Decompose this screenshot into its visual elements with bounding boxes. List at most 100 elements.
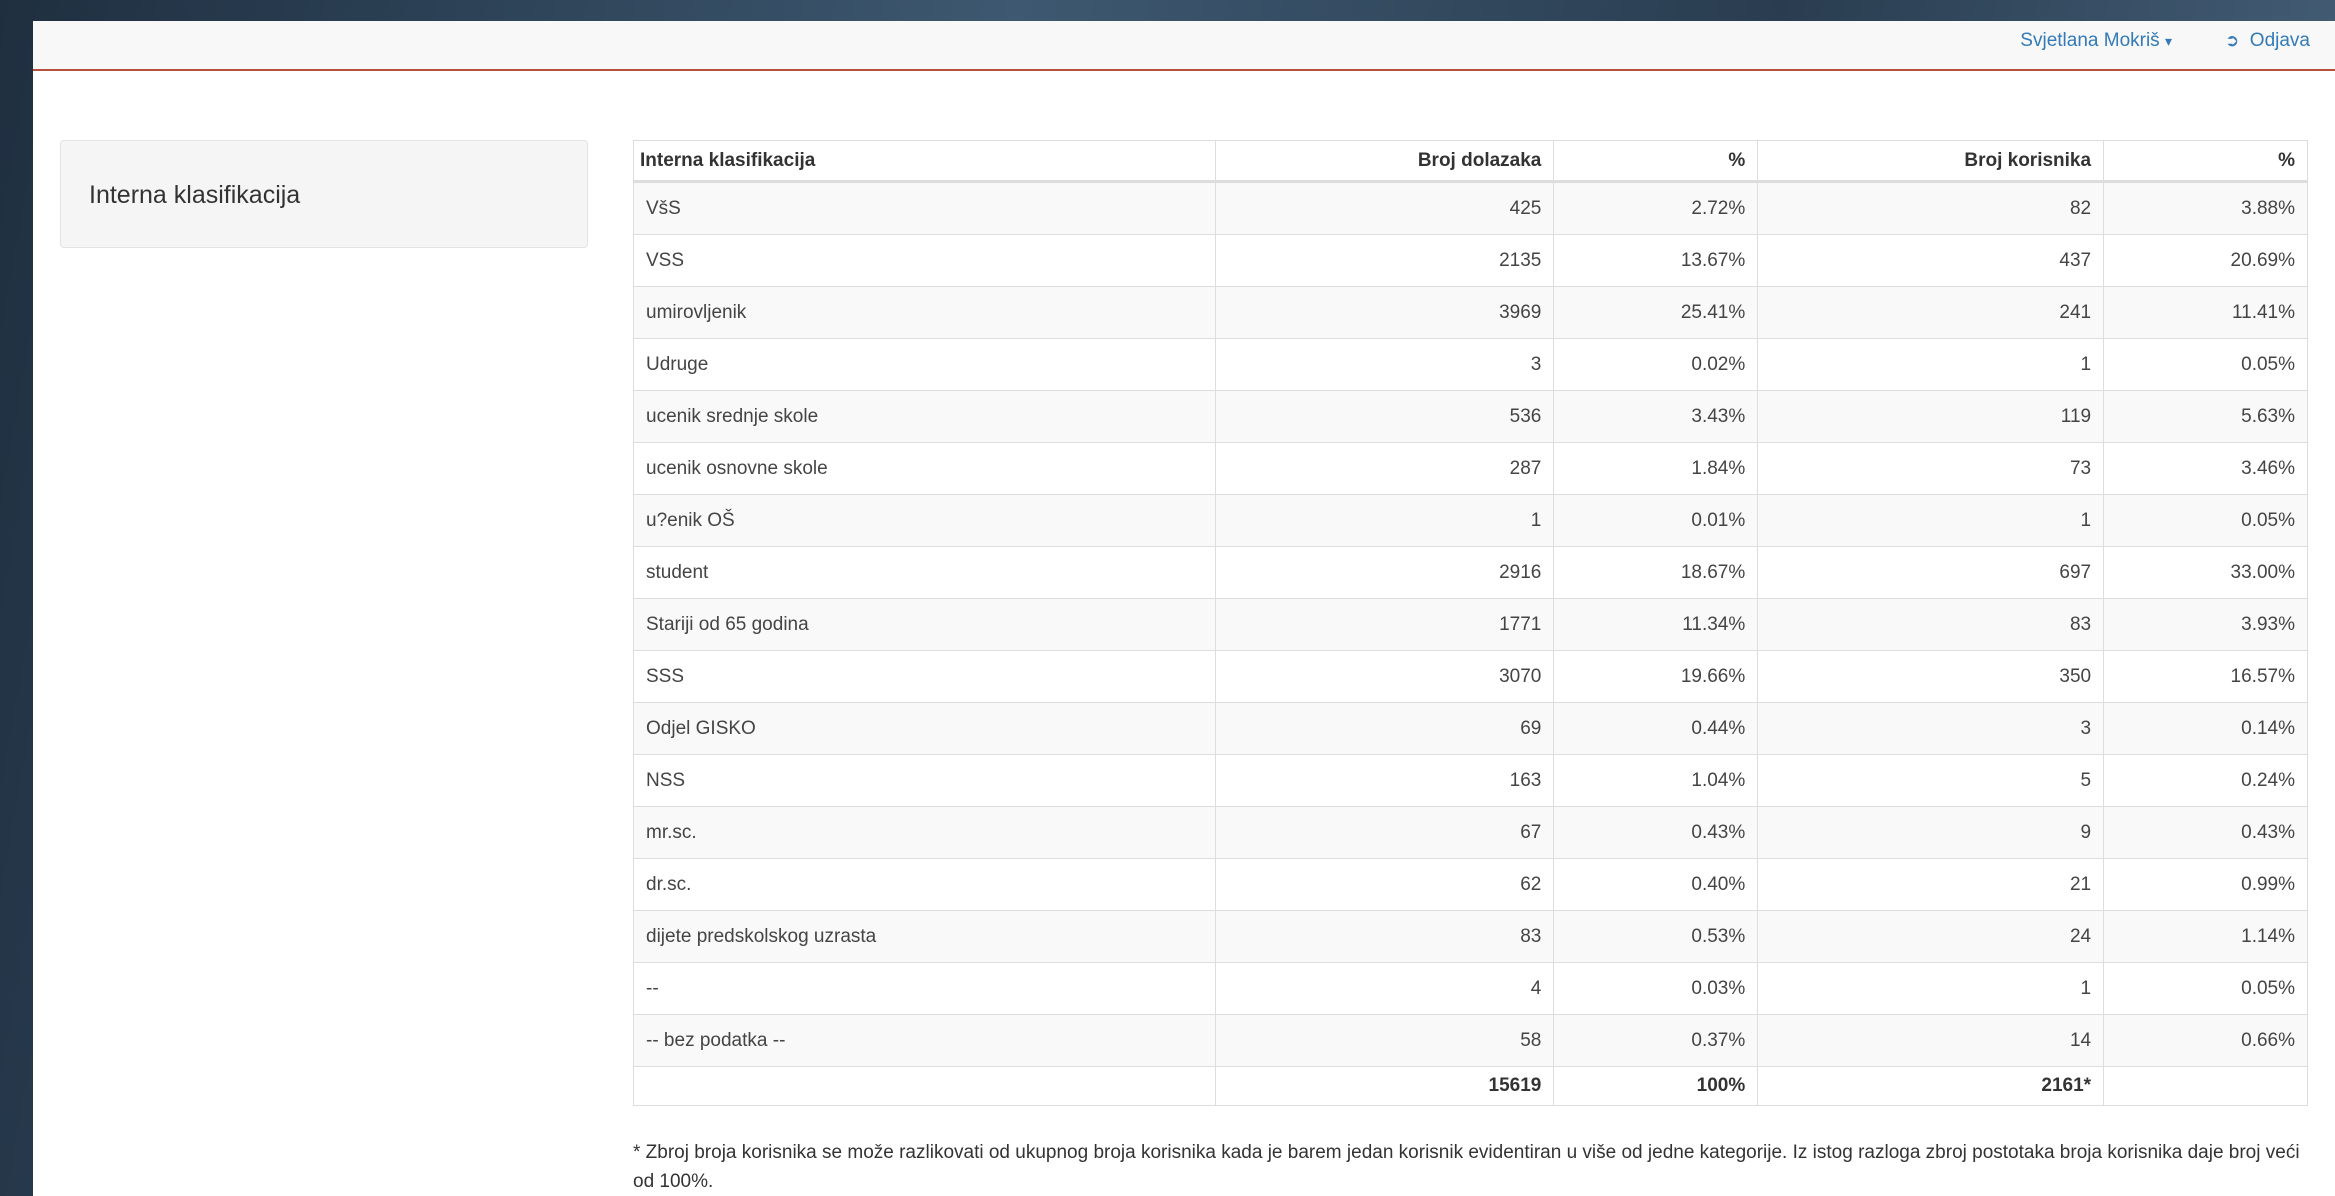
table-cell: 16.57% <box>2103 650 2308 703</box>
table-row: u?enik OŠ 1 0.01% 1 0.05% <box>633 494 2308 547</box>
table-cell: Odjel GISKO <box>633 702 1216 755</box>
table-cell: 11.41% <box>2103 286 2308 339</box>
table-cell: 287 <box>1214 442 1555 495</box>
table-cell: 0.05% <box>2103 494 2308 547</box>
table-cell: 9 <box>1757 806 2105 859</box>
table-cell: 0.66% <box>2103 1014 2308 1067</box>
total-cell: 15619 <box>1214 1066 1555 1106</box>
table-cell: 437 <box>1757 234 2105 287</box>
header-row: Interna klasifikacija Broj dolazaka% Broj … <box>633 140 2308 183</box>
table-row: umirovljenik 3969 25.41% 241 11.41% <box>633 286 2308 339</box>
table-cell: 0.05% <box>2103 338 2308 391</box>
table-cell: 3.88% <box>2103 181 2308 235</box>
table-cell: 4 <box>1214 962 1555 1015</box>
table-cell: 0.37% <box>1553 1014 1759 1067</box>
table-cell: 13.67% <box>1553 234 1759 287</box>
table-cell: 33.00% <box>2103 546 2308 599</box>
table-cell: 119 <box>1757 390 2105 443</box>
table-row: -- 4 0.03% 1 0.05% <box>633 962 2308 1015</box>
table-cell: 3.43% <box>1553 390 1759 443</box>
table-cell: 3 <box>1757 702 2105 755</box>
table-cell: 241 <box>1757 286 2105 339</box>
table-cell: 20.69% <box>2103 234 2308 287</box>
table-cell: 69 <box>1214 702 1555 755</box>
table-cell: -- bez podatka -- <box>633 1014 1216 1067</box>
column-header: Interna klasifikacija <box>633 140 1216 183</box>
user-name[interactable]: Svjetlana Mokriš <box>2020 30 2160 51</box>
table-cell: 1 <box>1757 962 2105 1015</box>
table-cell: 1 <box>1757 338 2105 391</box>
table-cell: 0.43% <box>2103 806 2308 859</box>
table-cell: 1771 <box>1214 598 1555 651</box>
table-row: dijete predskolskog uzrasta 83 0.53% 24 1.14… <box>633 910 2308 963</box>
total-cell: 2161* <box>1757 1066 2105 1106</box>
table-row: mr.sc. 67 0.43% 9 0.43% <box>633 806 2308 859</box>
table-cell: 3 <box>1214 338 1555 391</box>
table-cell: 1.04% <box>1553 754 1759 807</box>
table-cell: 0.01% <box>1553 494 1759 547</box>
table-cell: 0.24% <box>2103 754 2308 807</box>
table-row: SSS 3070 19.66% 350 16.57% <box>633 650 2308 703</box>
table-cell: 3.93% <box>2103 598 2308 651</box>
table-cell: 1 <box>1757 494 2105 547</box>
table-cell: 0.40% <box>1553 858 1759 911</box>
table-cell <box>2103 1066 2308 1106</box>
table-cell: SSS <box>633 650 1216 703</box>
table-cell: 5.63% <box>2103 390 2308 443</box>
table-cell: 1 <box>1214 494 1555 547</box>
table-cell: Udruge <box>633 338 1216 391</box>
table-cell: 697 <box>1757 546 2105 599</box>
table-cell: 0.05% <box>2103 962 2308 1015</box>
table-cell: 0.53% <box>1553 910 1759 963</box>
table-cell: dr.sc. <box>633 858 1216 911</box>
table-cell: 83 <box>1757 598 2105 651</box>
table-cell: 19.66% <box>1553 650 1759 703</box>
table-row: student 2916 18.67% 697 33.00% <box>633 546 2308 599</box>
table-cell: 82 <box>1757 181 2105 235</box>
column-header: % <box>1553 140 1759 183</box>
table-cell: 0.14% <box>2103 702 2308 755</box>
data-table: Interna klasifikacija Broj dolazaka% Broj … <box>633 140 2308 1106</box>
logout-link[interactable]: ➲ Odjava <box>2224 30 2310 51</box>
table-cell: 25.41% <box>1553 286 1759 339</box>
table-row: Stariji od 65 godina 1771 11.34% 83 3.93% <box>633 598 2308 651</box>
user-menu[interactable]: Svjetlana Mokriš ▾ <box>2020 30 2172 51</box>
table-cell: 21 <box>1757 858 2105 911</box>
table-body: VšS 425 2.72% 82 3.88% VSS 2135 13.67% 437 20.69%… <box>633 181 2308 1106</box>
table-row: dr.sc. 62 0.40% 21 0.99% <box>633 858 2308 911</box>
table-cell: 3969 <box>1214 286 1555 339</box>
table-cell: 67 <box>1214 806 1555 859</box>
sidebar-panel: Interna klasifikacija <box>60 140 588 248</box>
table-cell: 18.67% <box>1553 546 1759 599</box>
table-cell: 2.72% <box>1553 181 1759 235</box>
table-row: VšS 425 2.72% 82 3.88% <box>633 181 2308 235</box>
table-cell: student <box>633 546 1216 599</box>
table-row: Odjel GISKO 69 0.44% 3 0.14% <box>633 702 2308 755</box>
table-cell <box>633 1066 1216 1106</box>
table-cell: ucenik srednje skole <box>633 390 1216 443</box>
table-cell: 14 <box>1757 1014 2105 1067</box>
table-cell: 11.34% <box>1553 598 1759 651</box>
table-cell: 163 <box>1214 754 1555 807</box>
table-cell: 350 <box>1757 650 2105 703</box>
table-cell: 5 <box>1757 754 2105 807</box>
logout-text[interactable]: Odjava <box>2249 30 2310 51</box>
column-header: % <box>2103 140 2308 183</box>
navbar: Svjetlana Mokriš ▾ ➲ Odjava <box>33 21 2335 71</box>
table-cell: 536 <box>1214 390 1555 443</box>
table-cell: ucenik osnovne skole <box>633 442 1216 495</box>
table-cell: 73 <box>1757 442 2105 495</box>
table-cell: 0.44% <box>1553 702 1759 755</box>
table-cell: 0.03% <box>1553 962 1759 1015</box>
content: Svjetlana Mokriš ▾ ➲ Odjava Interna klas… <box>33 21 2335 1196</box>
table-row: NSS 163 1.04% 5 0.24% <box>633 754 2308 807</box>
table-cell: Stariji od 65 godina <box>633 598 1216 651</box>
table-row: -- bez podatka -- 58 0.37% 14 0.66% <box>633 1014 2308 1067</box>
table-cell: umirovljenik <box>633 286 1216 339</box>
table-row: ucenik osnovne skole 287 1.84% 73 3.46% <box>633 442 2308 495</box>
table-cell: 0.99% <box>2103 858 2308 911</box>
column-header: Broj dolazaka <box>1214 140 1555 183</box>
table-cell: VšS <box>633 181 1216 235</box>
table-cell: dijete predskolskog uzrasta <box>633 910 1216 963</box>
